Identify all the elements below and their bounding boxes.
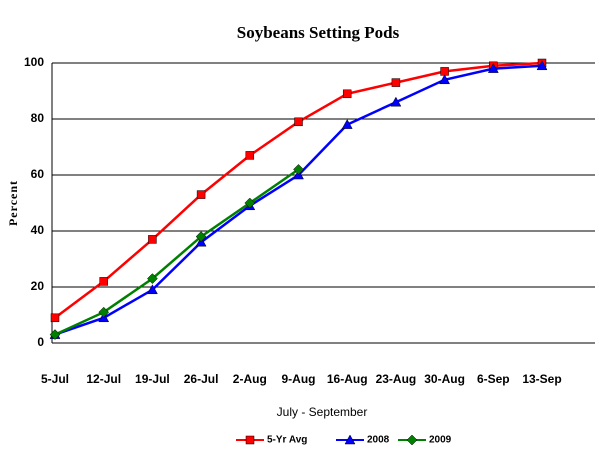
x-tick-label: 30-Aug — [424, 372, 465, 386]
x-tick-label: 13-Sep — [522, 372, 561, 386]
x-tick-label: 5-Jul — [41, 372, 69, 386]
y-tick-label: 80 — [31, 111, 45, 125]
data-point — [196, 190, 206, 199]
chart-title: Soybeans Setting Pods — [237, 23, 400, 42]
x-tick-label: 16-Aug — [327, 372, 368, 386]
series-line — [54, 61, 543, 319]
x-axis-label: July - September — [277, 405, 368, 419]
data-point — [293, 164, 304, 175]
x-tick-label: 9-Aug — [282, 372, 316, 386]
data-point — [147, 273, 158, 284]
data-point — [487, 63, 499, 73]
data-point — [195, 231, 207, 242]
data-point — [99, 277, 108, 286]
legend-label: 2009 — [429, 435, 452, 446]
y-tick-label: 0 — [37, 335, 44, 349]
series-line — [54, 168, 300, 336]
x-tick-label: 12-Jul — [86, 372, 121, 386]
data-point — [146, 284, 158, 295]
data-point — [341, 119, 353, 129]
x-tick-label: 26-Jul — [184, 372, 219, 386]
x-tick-label: 6-Sep — [477, 372, 510, 386]
legend-marker — [245, 435, 255, 445]
y-tick-label: 100 — [24, 55, 44, 69]
x-tick-label: 23-Aug — [376, 372, 417, 386]
data-point — [50, 313, 60, 323]
y-axis-label: Percent — [6, 180, 20, 226]
y-tick-label: 60 — [31, 167, 45, 181]
data-point — [391, 78, 401, 87]
y-tick-label: 40 — [31, 223, 45, 237]
data-point — [342, 89, 352, 99]
data-point — [98, 306, 110, 318]
data-point — [49, 329, 61, 340]
legend-label: 2008 — [367, 435, 390, 446]
data-point — [440, 67, 449, 76]
data-point — [245, 151, 255, 160]
data-point — [390, 96, 402, 107]
legend-marker — [406, 434, 418, 446]
y-tick-label: 20 — [31, 279, 45, 293]
legend-label: 5-Yr Avg — [267, 435, 307, 446]
data-point — [536, 60, 548, 71]
data-point — [439, 74, 451, 85]
legend-marker — [344, 434, 356, 445]
data-point — [244, 197, 256, 209]
x-tick-label: 19-Jul — [135, 372, 170, 386]
data-point — [294, 117, 303, 127]
x-tick-label: 2-Aug — [233, 372, 267, 386]
data-point — [148, 235, 157, 244]
